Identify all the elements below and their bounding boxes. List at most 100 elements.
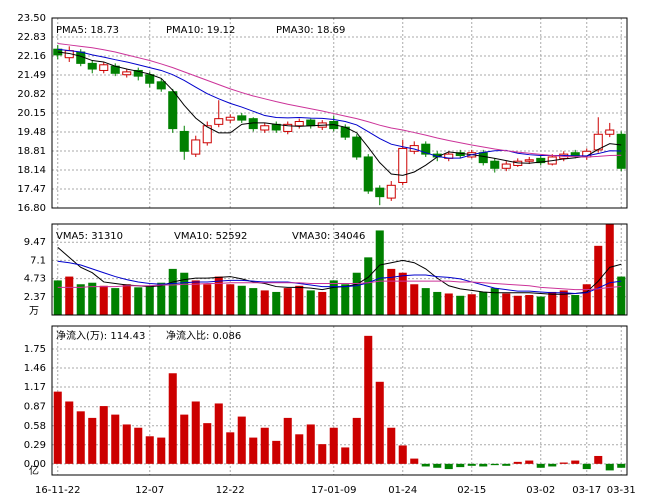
candle-body	[225, 116, 235, 121]
flow-bar	[490, 463, 499, 466]
volume-bar	[467, 294, 476, 315]
flow-bar	[352, 417, 361, 464]
ma-line	[57, 43, 622, 158]
flow-bar	[444, 463, 453, 470]
volume-bar	[559, 290, 568, 315]
y-tick-label: 18.14	[17, 165, 46, 176]
volume-bar	[76, 284, 85, 315]
x-tick-label: 03-02	[526, 485, 555, 496]
flow-bar	[134, 427, 143, 464]
flow-bar	[421, 463, 430, 467]
volume-bar	[582, 284, 591, 315]
volume-bar	[536, 296, 545, 315]
flow-bar	[122, 424, 131, 464]
volume-bar	[375, 230, 384, 315]
volume-bar	[421, 288, 430, 315]
candle-body	[179, 130, 189, 152]
volume-bar	[490, 288, 499, 315]
volume-bar	[387, 268, 396, 315]
candle-body	[214, 118, 224, 125]
volume-bar	[272, 291, 281, 315]
volume-bar	[456, 295, 465, 315]
candle-body	[306, 119, 316, 127]
flow-bar	[191, 401, 200, 464]
flow-bar	[582, 463, 591, 470]
x-tick-label: 12-22	[216, 485, 245, 496]
y-tick-label: 18.81	[17, 146, 46, 157]
flow-bar	[111, 414, 120, 464]
ma-line	[57, 280, 622, 291]
y-tick-label: 0.29	[24, 440, 46, 451]
candle-body	[237, 115, 247, 121]
volume-bar	[548, 291, 557, 315]
flow-bar	[99, 406, 108, 464]
volume-bar	[364, 257, 373, 315]
flow-bar	[214, 403, 223, 464]
candle-body	[87, 62, 97, 70]
flow-bar	[525, 460, 534, 464]
x-tick-label: 02-15	[457, 485, 486, 496]
flow-bar	[594, 455, 603, 464]
volume-bar	[122, 284, 131, 315]
volume-bar	[433, 291, 442, 315]
volume-bar	[525, 295, 534, 315]
y-tick-label: 17.47	[17, 184, 46, 195]
flow-bar	[157, 437, 166, 464]
legend-entry: 净流入比: 0.086	[166, 329, 241, 342]
candle-body	[375, 187, 385, 198]
candle-body	[202, 125, 212, 144]
volume-bar	[168, 268, 177, 315]
y-tick-label: 1.46	[24, 363, 46, 374]
candle-body	[168, 91, 178, 130]
y-tick-label: 0.58	[24, 421, 46, 432]
plot-frame	[51, 223, 628, 316]
flow-bar	[467, 463, 476, 466]
flow-bar	[559, 462, 568, 464]
volume-bar	[341, 284, 350, 315]
legend-entry: VMA30: 34046	[292, 231, 365, 242]
volume-bar	[318, 291, 327, 315]
x-tick-label: 01-24	[388, 485, 417, 496]
flow-bar	[433, 463, 442, 468]
y-tick-label: 20.15	[17, 108, 46, 119]
flow-bar	[375, 381, 384, 464]
flow-bar	[456, 463, 465, 468]
y-tick-label: 20.82	[17, 89, 46, 100]
flow-bar	[283, 417, 292, 464]
flow-bar	[53, 391, 62, 464]
volume-bar	[479, 291, 488, 315]
y-tick-label: 22.16	[17, 51, 46, 62]
y-tick-label: 0.00	[24, 459, 46, 470]
flow-bar	[306, 424, 315, 464]
flow-bar	[272, 440, 281, 464]
candle-body	[536, 157, 546, 164]
volume-bar	[502, 293, 511, 315]
y-tick-label: 16.80	[17, 203, 46, 214]
candle-body	[570, 152, 580, 157]
flow-bar	[571, 460, 580, 464]
volume-bar	[444, 293, 453, 315]
flow-bar	[180, 414, 189, 464]
y-tick-label: 19.48	[17, 127, 46, 138]
volume-bar	[352, 272, 361, 315]
volume-bar	[99, 285, 108, 315]
legend-entry: VMA5: 31310	[56, 231, 123, 242]
y-tick-label: 7.1	[30, 255, 46, 266]
y-tick-label: 1.17	[24, 382, 46, 393]
legend-entry: 净流入(万): 114.43	[56, 329, 145, 342]
y-tick-label: 23.50	[17, 13, 46, 24]
x-tick-label: 03-31	[607, 485, 636, 496]
volume-bar	[191, 280, 200, 315]
flow-bar	[145, 436, 154, 464]
candle-body	[421, 143, 431, 155]
flow-bar	[387, 427, 396, 464]
volume-bar	[180, 272, 189, 315]
volume-bar	[410, 284, 419, 315]
volume-bar	[134, 287, 143, 315]
volume-bar	[605, 224, 614, 315]
candle-body	[386, 184, 396, 199]
flow-bar	[226, 432, 235, 464]
unit-label: 亿	[29, 464, 39, 477]
flow-bar	[249, 437, 258, 464]
flow-bar	[295, 434, 304, 464]
